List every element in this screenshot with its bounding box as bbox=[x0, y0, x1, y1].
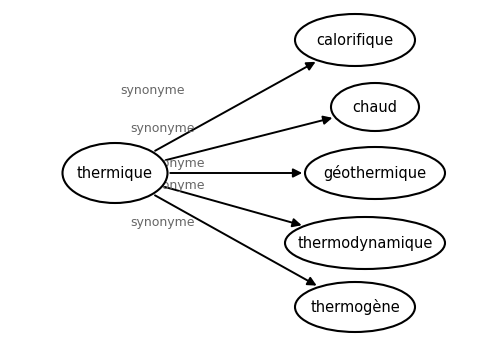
Text: synonyme: synonyme bbox=[140, 156, 205, 169]
Ellipse shape bbox=[295, 14, 415, 66]
Ellipse shape bbox=[63, 143, 168, 203]
Text: synonyme: synonyme bbox=[131, 215, 195, 229]
Ellipse shape bbox=[295, 282, 415, 332]
Text: thermogène: thermogène bbox=[310, 299, 400, 315]
Text: thermique: thermique bbox=[77, 166, 153, 180]
Text: synonyme: synonyme bbox=[131, 121, 195, 135]
Ellipse shape bbox=[331, 83, 419, 131]
Text: thermodynamique: thermodynamique bbox=[297, 236, 433, 251]
Text: synonyme: synonyme bbox=[121, 84, 185, 96]
Text: calorifique: calorifique bbox=[316, 33, 394, 48]
Ellipse shape bbox=[285, 217, 445, 269]
Ellipse shape bbox=[305, 147, 445, 199]
Text: synonyme: synonyme bbox=[140, 178, 205, 192]
Text: chaud: chaud bbox=[352, 100, 398, 115]
Text: géothermique: géothermique bbox=[324, 165, 427, 181]
